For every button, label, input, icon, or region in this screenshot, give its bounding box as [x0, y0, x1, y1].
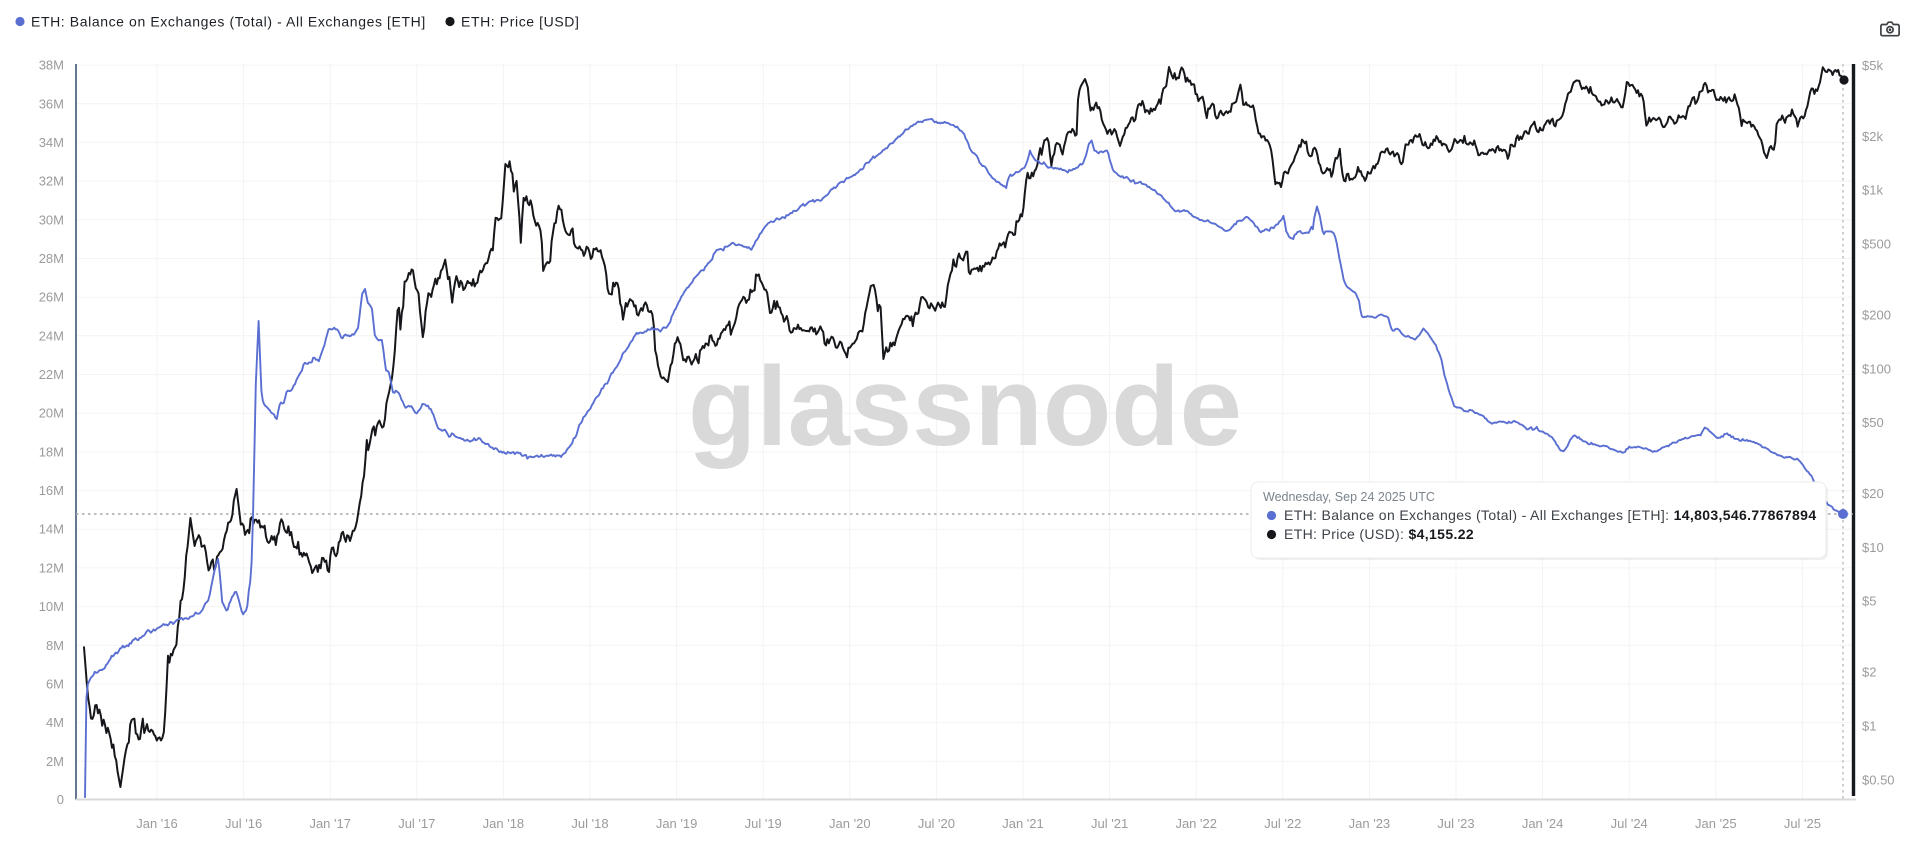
svg-text:26M: 26M — [39, 290, 64, 305]
svg-text:14M: 14M — [39, 522, 64, 537]
svg-text:Jan '18: Jan '18 — [483, 816, 525, 831]
svg-text:Jan '20: Jan '20 — [829, 816, 871, 831]
svg-text:ETH: Balance on Exchanges (Tot: ETH: Balance on Exchanges (Total) - All … — [31, 14, 426, 30]
svg-text:Jul '21: Jul '21 — [1091, 816, 1128, 831]
svg-text:$20: $20 — [1862, 486, 1884, 501]
svg-text:Jan '17: Jan '17 — [309, 816, 351, 831]
svg-text:12M: 12M — [39, 560, 64, 575]
svg-text:Wednesday, Sep 24 2025 UTC: Wednesday, Sep 24 2025 UTC — [1263, 490, 1435, 504]
svg-text:Jan '21: Jan '21 — [1002, 816, 1044, 831]
svg-text:Jul '23: Jul '23 — [1437, 816, 1474, 831]
svg-text:Jul '18: Jul '18 — [571, 816, 608, 831]
svg-text:22M: 22M — [39, 367, 64, 382]
svg-text:$2k: $2k — [1862, 129, 1883, 144]
svg-text:$10: $10 — [1862, 540, 1884, 555]
svg-text:20M: 20M — [39, 406, 64, 421]
svg-text:6M: 6M — [46, 677, 64, 692]
svg-text:34M: 34M — [39, 135, 64, 150]
svg-text:Jan '16: Jan '16 — [136, 816, 178, 831]
svg-text:28M: 28M — [39, 251, 64, 266]
svg-text:Jul '19: Jul '19 — [745, 816, 782, 831]
svg-text:Jul '17: Jul '17 — [398, 816, 435, 831]
svg-text:$200: $200 — [1862, 308, 1891, 323]
svg-text:24M: 24M — [39, 328, 64, 343]
svg-text:$5k: $5k — [1862, 58, 1883, 73]
svg-text:8M: 8M — [46, 638, 64, 653]
svg-text:Jul '24: Jul '24 — [1611, 816, 1648, 831]
svg-text:32M: 32M — [39, 174, 64, 189]
svg-text:36M: 36M — [39, 96, 64, 111]
svg-text:$50: $50 — [1862, 415, 1884, 430]
svg-text:$100: $100 — [1862, 361, 1891, 376]
svg-text:2M: 2M — [46, 754, 64, 769]
svg-text:ETH: Balance on Exchanges (Tot: ETH: Balance on Exchanges (Total) - All … — [1284, 507, 1816, 523]
svg-text:$1: $1 — [1862, 719, 1876, 734]
svg-text:ETH: Price (USD): $4,155.22: ETH: Price (USD): $4,155.22 — [1284, 526, 1474, 542]
svg-text:4M: 4M — [46, 715, 64, 730]
svg-text:$5: $5 — [1862, 594, 1876, 609]
svg-text:18M: 18M — [39, 444, 64, 459]
svg-text:Jul '20: Jul '20 — [918, 816, 955, 831]
svg-text:38M: 38M — [39, 58, 64, 73]
svg-text:0: 0 — [57, 792, 64, 807]
svg-text:Jul '25: Jul '25 — [1784, 816, 1821, 831]
svg-text:ETH: Price [USD]: ETH: Price [USD] — [461, 14, 580, 30]
svg-text:glassnode: glassnode — [688, 344, 1242, 469]
svg-text:$500: $500 — [1862, 237, 1891, 252]
svg-text:30M: 30M — [39, 212, 64, 227]
svg-text:10M: 10M — [39, 599, 64, 614]
svg-text:Jul '22: Jul '22 — [1264, 816, 1301, 831]
svg-text:$1k: $1k — [1862, 183, 1883, 198]
svg-text:$2: $2 — [1862, 665, 1876, 680]
svg-text:$0.50: $0.50 — [1862, 772, 1895, 787]
svg-text:16M: 16M — [39, 483, 64, 498]
svg-text:Jan '24: Jan '24 — [1522, 816, 1564, 831]
svg-text:Jan '25: Jan '25 — [1695, 816, 1737, 831]
svg-text:Jan '19: Jan '19 — [656, 816, 698, 831]
svg-text:Jan '22: Jan '22 — [1175, 816, 1217, 831]
svg-text:Jul '16: Jul '16 — [225, 816, 262, 831]
svg-text:Jan '23: Jan '23 — [1349, 816, 1391, 831]
